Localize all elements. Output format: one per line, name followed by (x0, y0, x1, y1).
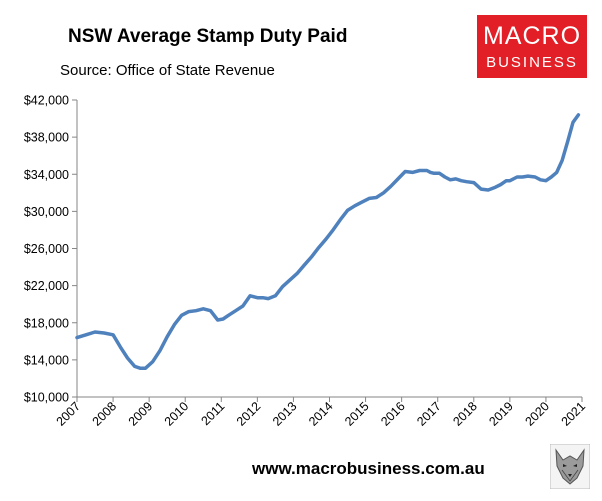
x-tick-label: 2021 (559, 399, 589, 429)
y-tick-label: $26,000 (24, 242, 69, 256)
macrobusiness-logo: MACRO BUSINESS (477, 15, 587, 78)
wolf-icon (550, 444, 590, 489)
chart-title: NSW Average Stamp Duty Paid (68, 26, 348, 47)
y-tick-label: $30,000 (24, 205, 69, 219)
y-tick-label: $18,000 (24, 316, 69, 330)
y-tick-label: $10,000 (24, 391, 69, 405)
y-tick-label: $42,000 (24, 94, 69, 108)
x-tick-label: 2016 (378, 399, 408, 429)
x-tick-label: 2008 (90, 399, 120, 429)
x-tick-label: 2009 (126, 399, 156, 429)
y-tick-label: $38,000 (24, 131, 69, 145)
x-tick-label: 2020 (522, 399, 552, 429)
x-tick-label: 2015 (342, 399, 372, 429)
x-tick-label: 2017 (414, 399, 444, 429)
y-tick-label: $22,000 (24, 279, 69, 293)
x-tick-label: 2011 (198, 399, 227, 428)
x-tick-label: 2014 (306, 399, 336, 429)
y-tick-label: $34,000 (24, 168, 69, 182)
series-line (75, 113, 581, 370)
y-tick-label: $14,000 (24, 353, 69, 367)
x-tick-label: 2019 (486, 399, 516, 429)
footer-url: www.macrobusiness.com.au (252, 459, 485, 478)
x-tick-label: 2018 (450, 399, 480, 429)
logo-text-macro: MACRO (482, 22, 582, 50)
logo-text-business: BUSINESS (486, 54, 578, 71)
x-tick-label: 2013 (270, 399, 300, 429)
chart-subtitle: Source: Office of State Revenue (60, 62, 275, 79)
x-tick-label: 2010 (162, 399, 192, 429)
x-tick-label: 2012 (234, 399, 264, 429)
